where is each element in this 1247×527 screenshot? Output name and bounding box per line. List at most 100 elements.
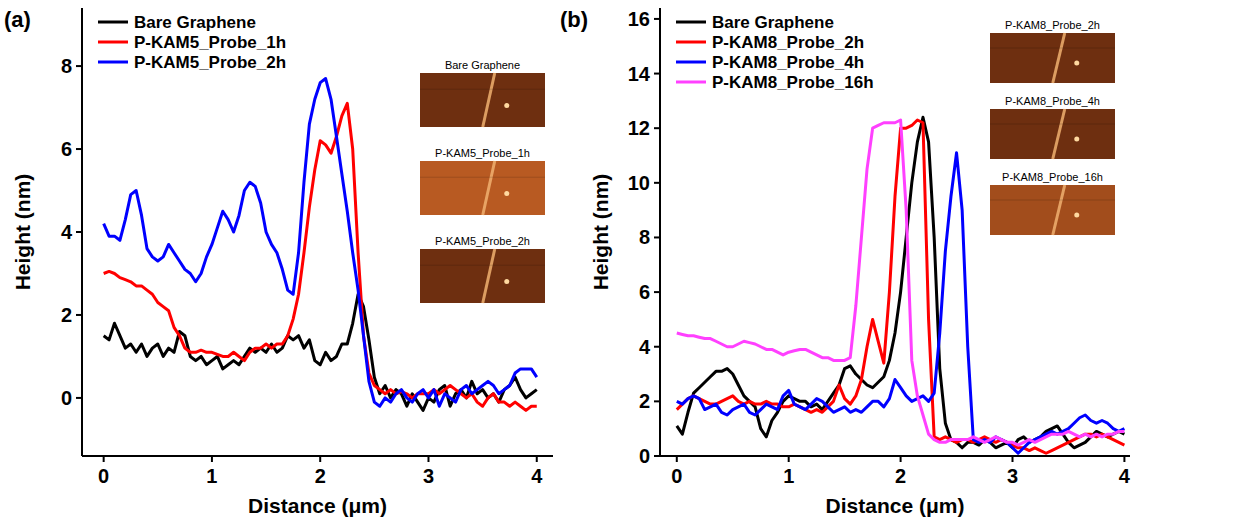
afm-image [420,249,545,303]
afm-scanline [990,124,1115,125]
legend-label: P-KAM8_Probe_2h [712,33,864,52]
figure: 0 2 4 6 8 0 1 2 3 4 Distance (μm) Height (nm) (a) Bar… [0,0,1247,527]
legend-label: P-KAM5_Probe_1h [134,33,286,52]
legend-label: P-KAM5_Probe_2h [134,53,286,72]
y-tick-label: 4 [61,221,73,243]
afm-scanline [990,48,1115,49]
x-tick-label: 2 [315,465,326,487]
series-line [104,103,537,410]
legend-swatch [98,21,128,24]
x-tick [676,456,678,462]
x-tick-label: 4 [1119,465,1131,487]
legend-label: P-KAM8_Probe_16h [712,73,874,92]
y-tick-label: 10 [628,172,650,194]
afm-scanline [420,177,545,178]
legend-swatch [676,41,706,44]
afm-particle [1074,137,1079,142]
legend-label: P-KAM8_Probe_4h [712,53,864,72]
series-line [677,120,1125,445]
y-tick-label: 0 [639,445,650,467]
series-line [677,117,1125,448]
y-tick-label: 16 [628,8,650,30]
plot-area [677,117,1125,453]
y-tick [76,231,82,233]
x-axis-title: Distance (μm) [826,494,965,517]
afm-image [990,33,1115,83]
y-axis-title: Height (nm) [11,174,34,291]
x-tick-label: 1 [206,465,217,487]
legend-label: Bare Graphene [134,13,256,32]
afm-particle [504,191,509,196]
plot-area [104,79,537,411]
legend-swatch [98,41,128,44]
x-tick-label: 2 [895,465,906,487]
y-tick-label: 2 [61,304,72,326]
afm-image [420,161,545,215]
x-tick [1123,456,1125,462]
y-tick [654,73,660,75]
y-axis-title: Height (nm) [589,174,612,291]
legend-label: Bare Graphene [712,13,834,32]
x-axis-title: Distance (μm) [248,494,387,517]
x-tick-label: 3 [423,465,434,487]
afm-scanline [420,265,545,266]
inset-label: P-KAM5_Probe_1h [435,147,530,159]
x-tick [788,456,790,462]
panel: 0246801234Distance (μm)Height (nm)(a)Bar… [4,7,553,517]
afm-streak [483,73,495,127]
panel: 024681012141601234Distance (μm)Height (n… [560,7,1131,517]
legend-swatch [98,61,128,64]
afm-scanline [990,200,1115,201]
afm-streak [483,249,495,303]
afm-image [420,73,545,127]
y-tick-label: 8 [61,55,72,77]
afm-image [990,109,1115,159]
y-tick [654,127,660,129]
afm-streak [483,161,495,215]
y-tick-label: 6 [639,281,650,303]
afm-streak [1053,109,1065,159]
x-tick [900,456,902,462]
afm-particle [1074,213,1079,218]
y-tick [654,18,660,20]
y-tick-label: 4 [639,336,651,358]
x-tick [1012,456,1014,462]
inset-label: P-KAM8_Probe_2h [1005,19,1100,31]
x-tick [319,456,321,462]
y-tick [76,397,82,399]
x-tick-label: 3 [1007,465,1018,487]
afm-scanline [420,89,545,90]
legend: Bare GrapheneP-KAM5_Probe_1hP-KAM5_Probe… [98,13,286,72]
panel-letter: (a) [4,7,31,32]
x-tick-label: 0 [98,465,109,487]
legend-swatch [676,61,706,64]
y-tick-label: 6 [61,138,72,160]
y-tick-label: 14 [628,63,651,85]
y-tick-label: 0 [61,387,72,409]
y-tick [654,455,660,457]
series-line [677,120,1125,453]
panel-letter: (b) [560,7,588,32]
inset-label: P-KAM5_Probe_2h [435,235,530,247]
series-line [104,79,537,407]
y-axis [659,8,661,456]
legend-swatch [676,81,706,84]
afm-streak [1053,33,1065,83]
x-axis [82,455,553,457]
x-tick-label: 1 [783,465,794,487]
y-tick [654,346,660,348]
y-tick-label: 8 [639,226,650,248]
x-tick-label: 0 [671,465,682,487]
y-tick [654,400,660,402]
legend: Bare GrapheneP-KAM8_Probe_2hP-KAM8_Probe… [676,13,874,92]
legend-swatch [676,21,706,24]
inset-label: P-KAM8_Probe_16h [1002,171,1103,183]
y-tick [654,236,660,238]
afm-streak [1053,185,1065,235]
y-tick [76,65,82,67]
y-tick [654,291,660,293]
x-axis [660,455,1130,457]
y-tick [76,148,82,150]
inset-label: Bare Graphene [445,59,520,71]
afm-image [990,185,1115,235]
